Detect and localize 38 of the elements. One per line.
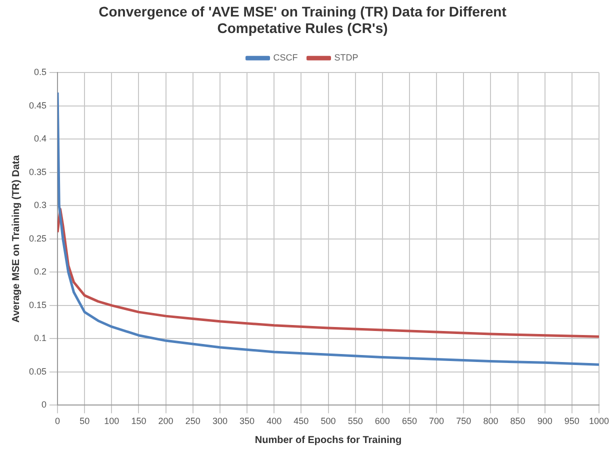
text: Competative Rules (CR's) [217,20,388,36]
x-tick-label: 900 [537,416,552,426]
x-tick-label: 950 [564,416,580,426]
x-tick-label: 800 [483,416,498,426]
x-tick-label: 0 [55,416,60,426]
y-tick-label: 0.1 [34,333,47,344]
y-tick-label: 0.25 [28,233,47,244]
x-tick-label: 100 [104,416,120,426]
x-tick-label: 150 [131,416,146,426]
y-tick-label: 0.5 [34,67,47,78]
legend-label: STDP [334,52,358,63]
x-tick-label: 500 [320,416,336,426]
x-axis-title: Number of Epochs for Training [254,434,402,446]
x-tick-label: 50 [80,416,90,426]
y-tick-label: 0.05 [28,366,47,376]
y-tick-label: 0.4 [34,134,47,144]
x-tick-label: 350 [240,416,255,426]
x-tick-label: 750 [456,416,472,426]
y-tick-label: 0.45 [28,100,47,110]
y-tick-label: 0 [42,400,47,410]
x-tick-label: 1000 [588,416,610,426]
x-tick-label: 850 [510,416,526,426]
x-tick-label: 600 [374,416,390,426]
y-tick-label: 0.35 [28,166,47,177]
x-tick-label: 400 [266,416,282,426]
legend-label: CSCF [273,52,298,63]
x-tick-label: 300 [212,416,228,426]
y-tick-label: 0.15 [28,300,47,310]
y-axis-title: Average MSE on Training (TR) Data [10,154,22,323]
x-tick-label: 550 [348,416,363,426]
x-tick-label: 250 [185,416,200,426]
x-tick-label: 700 [429,416,444,426]
y-tick-label: 0.3 [34,200,47,210]
x-tick-label: 450 [294,416,309,426]
text: Convergence of 'AVE MSE' on Training (TR) Data for Different [98,3,506,20]
x-tick-label: 650 [402,416,417,426]
x-tick-label: 200 [158,416,174,426]
y-tick-label: 0.2 [34,266,47,277]
